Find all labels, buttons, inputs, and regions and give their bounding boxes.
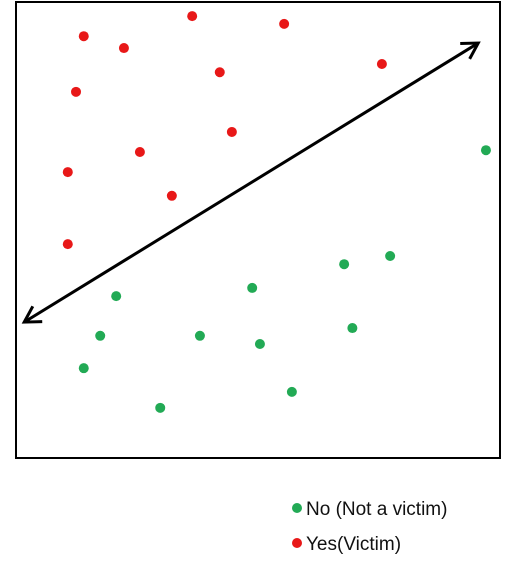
legend-label-yes: Yes(Victim): [306, 534, 402, 555]
point-yes-12: [62, 239, 73, 250]
point-no-6: [347, 323, 358, 334]
point-yes-3: [78, 31, 89, 42]
point-yes-4: [118, 43, 129, 54]
arrowhead-end: [460, 41, 481, 60]
data-points: [62, 11, 491, 413]
arrow-line: [23, 41, 480, 324]
point-yes-1: [187, 11, 198, 22]
point-no-12: [155, 402, 166, 413]
point-no-9: [254, 339, 265, 349]
point-no-2: [385, 250, 396, 261]
legend-marker-yes: [292, 537, 302, 548]
legend-marker-no: [292, 502, 302, 513]
point-no-8: [194, 330, 205, 341]
point-no-1: [480, 145, 491, 156]
point-no-7: [95, 330, 106, 341]
point-no-5: [111, 291, 122, 302]
legend-item-yes: Yes(Victim): [292, 534, 401, 556]
legend-label-no: No (Not a victim): [306, 499, 448, 520]
point-yes-11: [166, 190, 177, 201]
point-no-10: [78, 363, 89, 374]
point-yes-6: [214, 67, 225, 78]
arrowhead-start: [21, 305, 43, 324]
point-no-3: [339, 259, 350, 270]
point-no-11: [286, 386, 297, 397]
point-yes-9: [134, 147, 145, 158]
point-yes-10: [62, 167, 73, 178]
point-yes-8: [226, 126, 237, 137]
separator-arrow: [21, 41, 481, 324]
point-yes-5: [376, 59, 387, 70]
point-yes-2: [279, 18, 290, 29]
plot-frame: [15, 1, 501, 459]
point-yes-7: [71, 86, 82, 97]
point-no-4: [247, 282, 258, 293]
legend-item-no: No (Not a victim): [292, 499, 447, 521]
